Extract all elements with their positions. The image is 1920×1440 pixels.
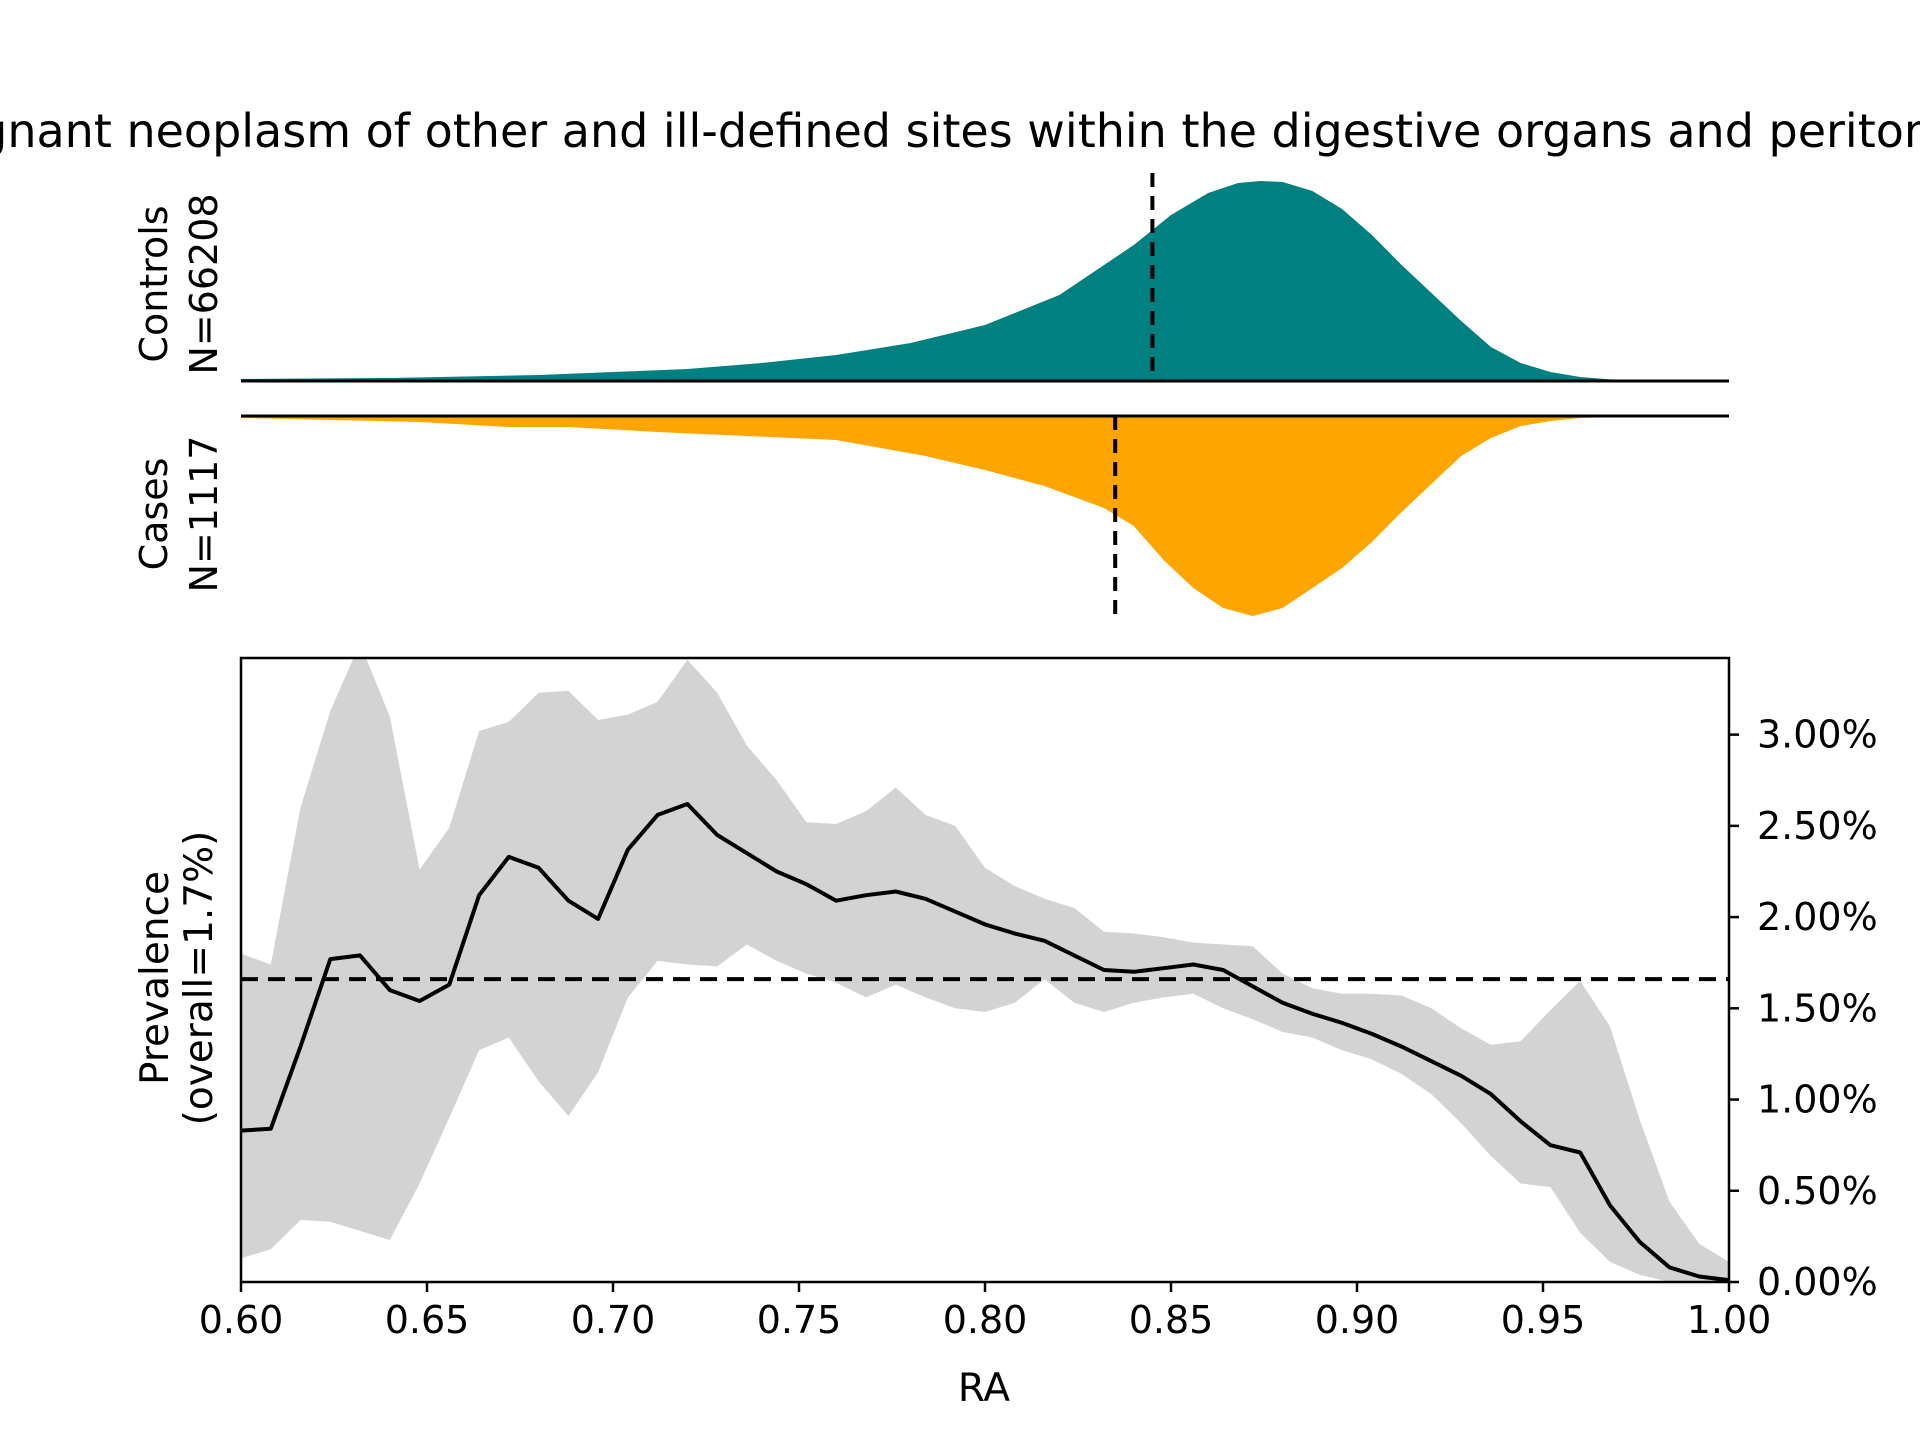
- controls-label: Controls: [132, 205, 176, 362]
- y-tick-label: 1.00%: [1757, 1078, 1878, 1122]
- cases-panel: Cases N=1117: [132, 414, 1729, 622]
- prevalence-panel: Prevalence (overall=1.7%) 0.60 0.65 0.70 0.…: [133, 656, 1878, 1342]
- prevalence-line: [241, 802, 1729, 1282]
- cases-count-label: N=1117: [182, 436, 226, 593]
- x-tick-label: 0.80: [943, 1298, 1028, 1342]
- y-tick-label: 0.50%: [1757, 1169, 1878, 1213]
- cases-density-area: [241, 416, 1729, 616]
- x-tick-label: 0.90: [1315, 1298, 1400, 1342]
- x-tick-label: 1.00: [1687, 1298, 1772, 1342]
- x-axis-title: RA: [958, 1366, 1011, 1411]
- y-tick-label: 0.00%: [1757, 1260, 1878, 1304]
- x-tick-label: 0.85: [1129, 1298, 1214, 1342]
- y-tick-label: 1.50%: [1757, 986, 1878, 1030]
- y-tick-label: 2.50%: [1757, 804, 1878, 848]
- controls-density-area: [241, 181, 1729, 381]
- prevalence-ylabel: Prevalence: [133, 871, 178, 1085]
- y-tick-label: 3.00%: [1757, 713, 1878, 757]
- prevalence-ylabel-overall: (overall=1.7%): [177, 831, 222, 1126]
- y-tick-label: 2.00%: [1757, 895, 1878, 939]
- x-tick-label: 0.95: [1501, 1298, 1586, 1342]
- controls-count-label: N=66208: [182, 193, 226, 374]
- chart-title: Malignant neoplasm of other and ill-defi…: [0, 104, 1920, 158]
- x-tick-label: 0.75: [757, 1298, 842, 1342]
- prevalence-confidence-band: [241, 658, 1729, 1282]
- controls-panel: Controls N=66208: [132, 173, 1729, 383]
- cases-label: Cases: [132, 458, 176, 571]
- x-tick-label: 0.70: [571, 1298, 656, 1342]
- x-tick-label: 0.60: [199, 1298, 284, 1342]
- x-tick-label: 0.65: [385, 1298, 470, 1342]
